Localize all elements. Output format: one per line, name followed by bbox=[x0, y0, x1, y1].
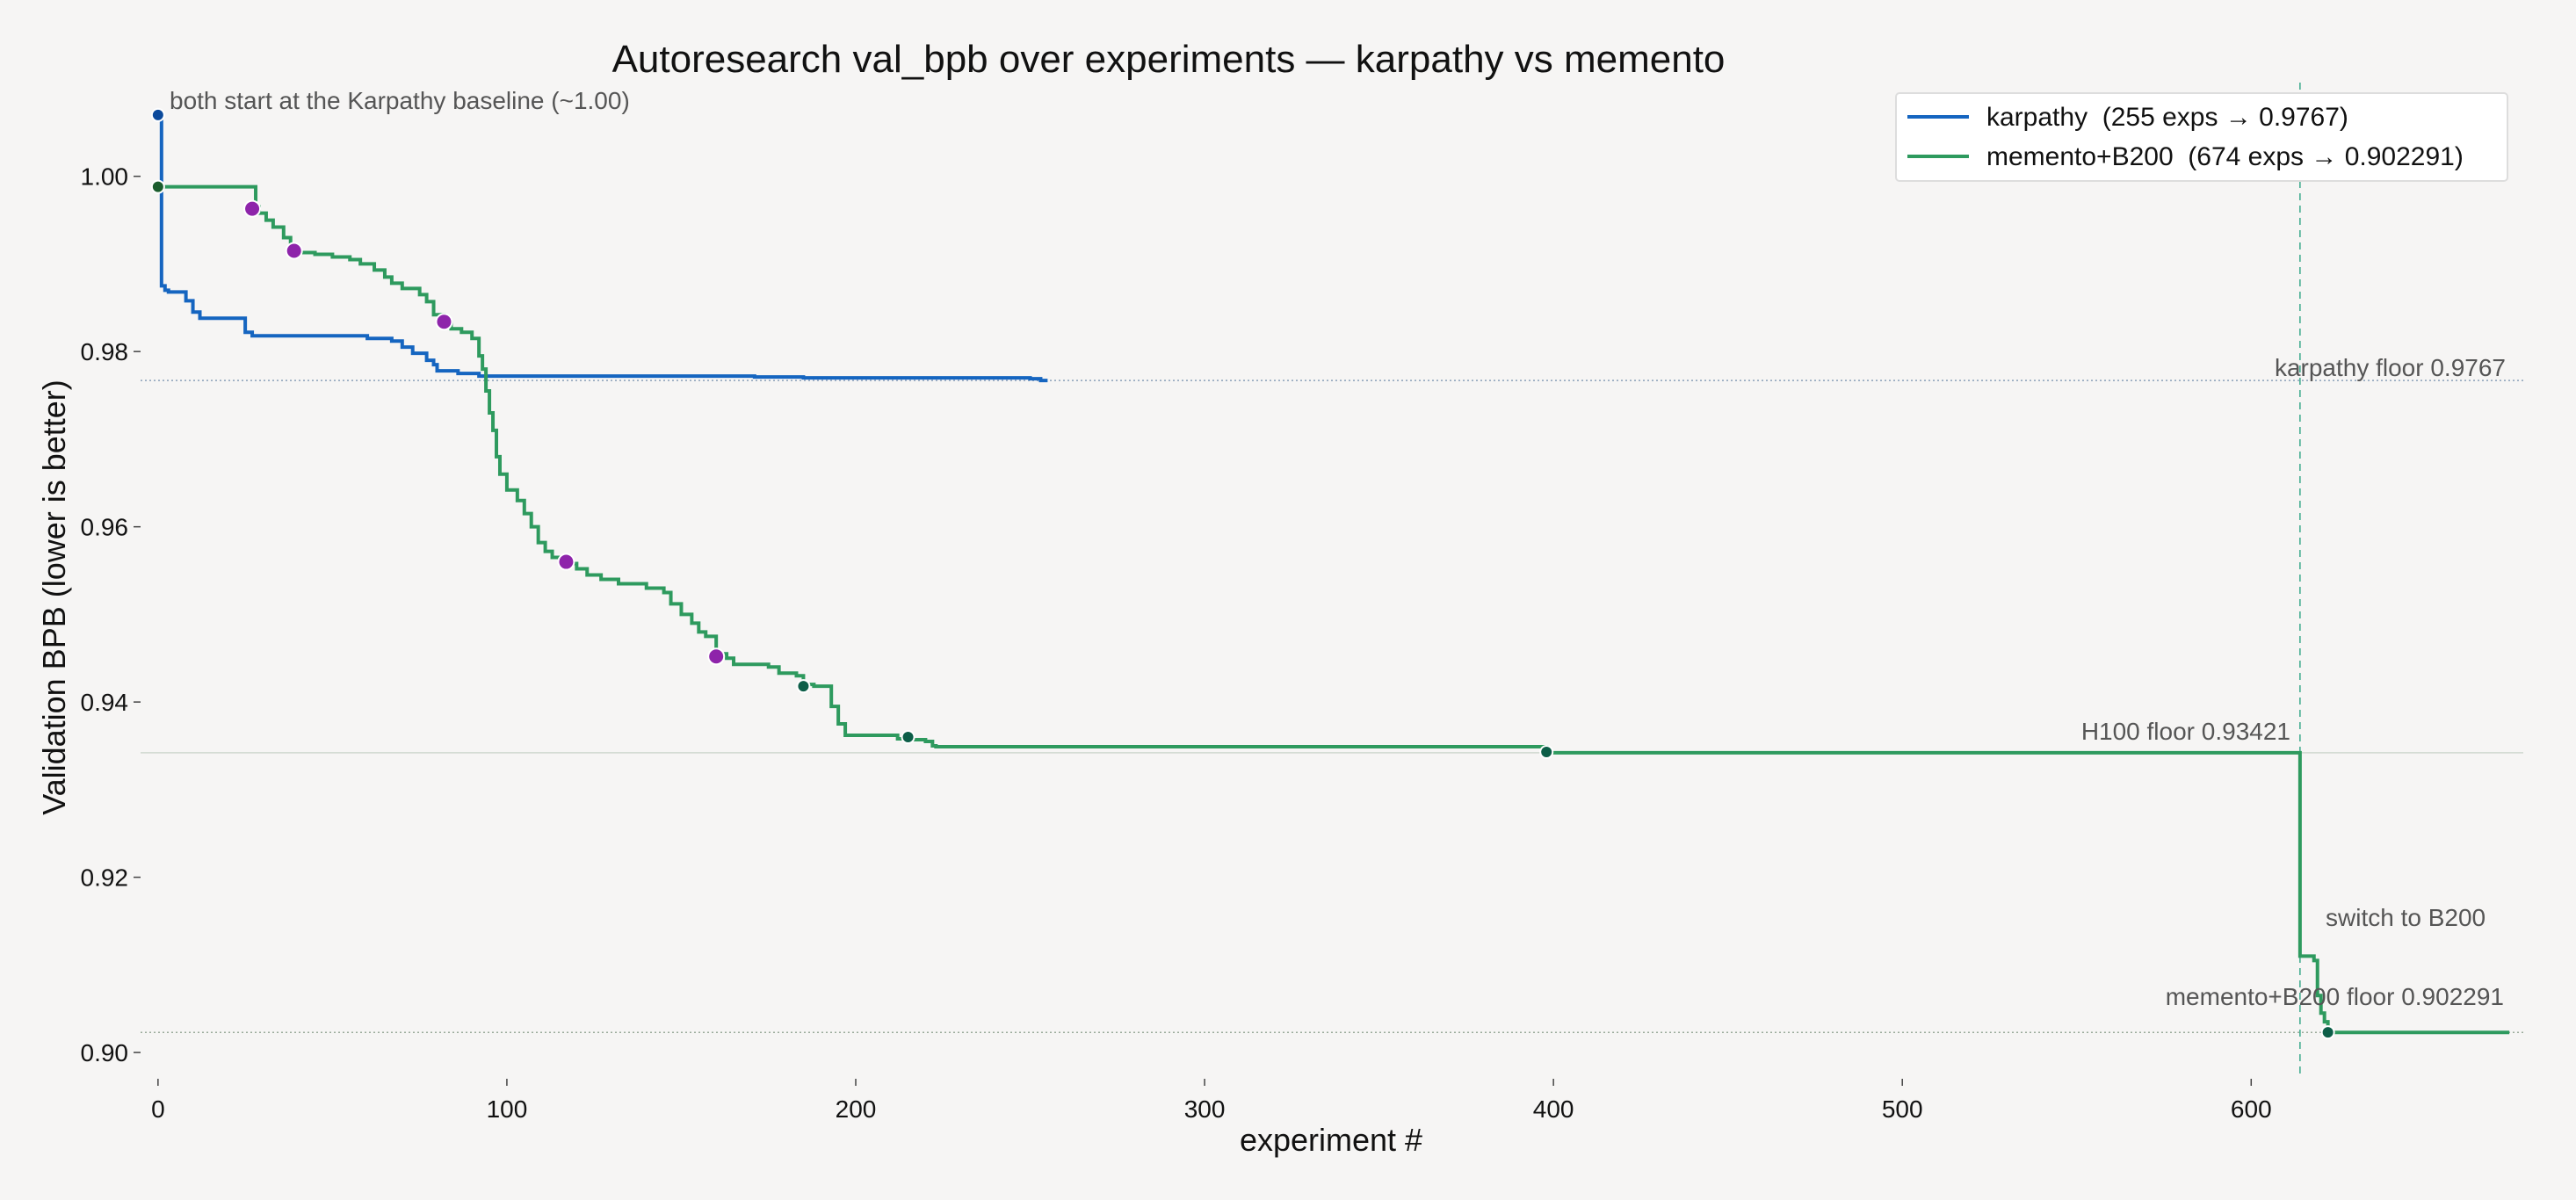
x-tick-label-600: 600 bbox=[2231, 1095, 2272, 1123]
x-axis-label: experiment # bbox=[1240, 1122, 1422, 1158]
marker-9 bbox=[1539, 744, 1554, 759]
legend-label-karpathy: karpathy (255 exps → 0.9767) bbox=[1986, 103, 2348, 132]
x-tick-label-300: 300 bbox=[1184, 1095, 1226, 1123]
y-tick-label-4: 0.98 bbox=[81, 338, 129, 365]
series-lines bbox=[157, 112, 2510, 1035]
annotation-memento-floor: memento+B200 floor 0.902291 bbox=[2166, 983, 2504, 1010]
annotation-karpathy-floor: karpathy floor 0.9767 bbox=[2275, 354, 2506, 381]
marker-10 bbox=[2320, 1025, 2335, 1040]
legend-box bbox=[1895, 92, 2508, 182]
marker-1 bbox=[150, 179, 165, 194]
series-line-1 bbox=[157, 184, 2510, 1035]
x-tick-label-100: 100 bbox=[487, 1095, 528, 1123]
annotation-h100-floor: H100 floor 0.93421 bbox=[2081, 718, 2290, 745]
marker-0 bbox=[150, 107, 165, 122]
y-tick-label-1: 0.92 bbox=[81, 864, 129, 892]
y-axis-label: Validation BPB (lower is better) bbox=[36, 380, 72, 815]
x-tick-label-0: 0 bbox=[151, 1095, 165, 1123]
marker-3 bbox=[285, 242, 303, 260]
chart-title: Autoresearch val_bpb over experiments — … bbox=[612, 38, 1726, 81]
x-tick-label-500: 500 bbox=[1882, 1095, 1923, 1123]
x-tick-label-200: 200 bbox=[836, 1095, 877, 1123]
y-tick-label-0: 0.90 bbox=[81, 1039, 129, 1066]
marker-7 bbox=[796, 679, 811, 694]
annotation-baseline: both start at the Karpathy baseline (~1.… bbox=[170, 87, 630, 114]
y-tick-label-5: 1.00 bbox=[81, 163, 129, 191]
marker-6 bbox=[707, 647, 726, 666]
marker-5 bbox=[557, 553, 575, 571]
reference-lines bbox=[141, 83, 2523, 1079]
marker-2 bbox=[243, 199, 262, 218]
x-tick-label-400: 400 bbox=[1533, 1095, 1574, 1123]
axis-ticks: 0 100 200 300 400 500 600 0.90 0.92 0.94 0.96 0.98 1… bbox=[81, 163, 2272, 1123]
annotation-switch-to-b200: switch to B200 bbox=[2326, 904, 2486, 931]
marker-8 bbox=[901, 730, 915, 745]
y-tick-label-2: 0.94 bbox=[81, 689, 129, 716]
y-tick-label-3: 0.96 bbox=[81, 514, 129, 541]
marker-4 bbox=[435, 313, 453, 331]
series-line-0 bbox=[157, 112, 1048, 383]
legend-label-memento: memento+B200 (674 exps → 0.902291) bbox=[1986, 142, 2464, 171]
milestone-markers bbox=[150, 107, 2335, 1040]
legend: karpathy (255 exps → 0.9767) memento+B20… bbox=[1895, 92, 2508, 182]
